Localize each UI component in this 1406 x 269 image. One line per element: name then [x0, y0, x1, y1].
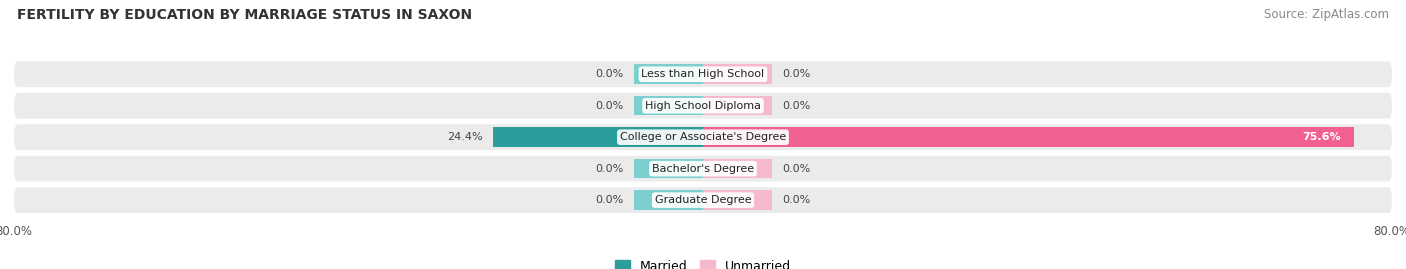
Bar [634, 96, 703, 115]
Text: 0.0%: 0.0% [596, 164, 624, 174]
Text: High School Diploma: High School Diploma [645, 101, 761, 111]
Bar [703, 190, 772, 210]
Text: Less than High School: Less than High School [641, 69, 765, 79]
Text: 0.0%: 0.0% [782, 195, 810, 205]
Text: FERTILITY BY EDUCATION BY MARRIAGE STATUS IN SAXON: FERTILITY BY EDUCATION BY MARRIAGE STATU… [17, 8, 472, 22]
Text: 0.0%: 0.0% [596, 195, 624, 205]
FancyBboxPatch shape [14, 187, 1392, 213]
Bar [634, 159, 703, 178]
Text: College or Associate's Degree: College or Associate's Degree [620, 132, 786, 142]
Text: 0.0%: 0.0% [782, 69, 810, 79]
Bar [634, 65, 703, 84]
Text: 0.0%: 0.0% [782, 164, 810, 174]
Text: 75.6%: 75.6% [1302, 132, 1341, 142]
Legend: Married, Unmarried: Married, Unmarried [610, 255, 796, 269]
Bar [703, 128, 1354, 147]
FancyBboxPatch shape [14, 61, 1392, 87]
Bar [494, 128, 703, 147]
Text: Source: ZipAtlas.com: Source: ZipAtlas.com [1264, 8, 1389, 21]
Text: Bachelor's Degree: Bachelor's Degree [652, 164, 754, 174]
Bar [703, 159, 772, 178]
Text: Graduate Degree: Graduate Degree [655, 195, 751, 205]
FancyBboxPatch shape [14, 156, 1392, 182]
Bar [703, 65, 772, 84]
Text: 0.0%: 0.0% [596, 69, 624, 79]
FancyBboxPatch shape [14, 93, 1392, 119]
Text: 0.0%: 0.0% [782, 101, 810, 111]
Text: 24.4%: 24.4% [447, 132, 482, 142]
Text: 0.0%: 0.0% [596, 101, 624, 111]
Bar [703, 96, 772, 115]
FancyBboxPatch shape [14, 124, 1392, 150]
Bar [634, 190, 703, 210]
